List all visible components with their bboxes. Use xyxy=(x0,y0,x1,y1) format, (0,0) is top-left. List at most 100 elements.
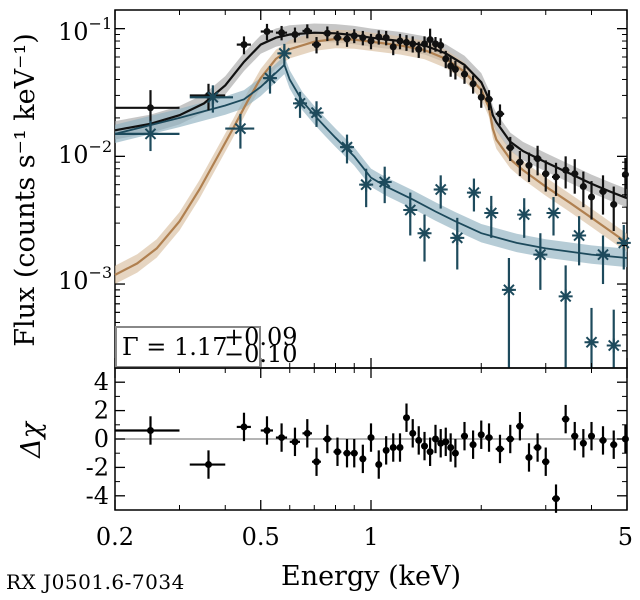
residual-point xyxy=(495,434,505,464)
point-marker xyxy=(303,429,311,437)
point-marker xyxy=(333,34,341,42)
residual-point xyxy=(525,443,533,472)
point-marker xyxy=(359,34,367,42)
data-point xyxy=(616,224,631,270)
residual-axis-ticks xyxy=(114,368,628,510)
point-marker xyxy=(451,449,459,457)
point-marker xyxy=(599,188,607,196)
point-marker xyxy=(389,43,397,51)
point-marker xyxy=(610,441,618,449)
residual-point xyxy=(485,423,493,452)
data-point xyxy=(610,186,618,232)
point-marker xyxy=(382,446,390,454)
point-marker xyxy=(584,335,599,350)
gamma-value: Γ = 1.17 xyxy=(122,333,227,361)
point-marker xyxy=(546,206,561,221)
point-marker xyxy=(263,426,271,434)
point-marker xyxy=(415,45,423,53)
data-point xyxy=(588,181,596,220)
point-marker xyxy=(450,230,465,245)
data-point xyxy=(289,27,301,43)
point-marker xyxy=(343,449,351,457)
point-marker xyxy=(460,70,468,78)
point-marker xyxy=(409,40,417,48)
point-marker xyxy=(447,444,455,452)
point-marker xyxy=(469,80,477,88)
point-marker xyxy=(343,35,351,43)
point-marker xyxy=(579,439,587,447)
point-marker xyxy=(588,193,596,201)
x-tick-label: 0.2 xyxy=(96,523,134,551)
point-marker xyxy=(367,434,375,442)
data-point xyxy=(533,233,548,290)
point-marker xyxy=(421,442,429,450)
data-point xyxy=(275,25,288,41)
point-marker xyxy=(501,282,516,297)
point-marker xyxy=(496,110,504,118)
residual-point xyxy=(115,416,180,445)
point-marker xyxy=(572,228,587,243)
point-marker xyxy=(323,435,331,443)
point-marker xyxy=(402,38,410,46)
data-point xyxy=(333,30,342,46)
data-point xyxy=(579,171,587,208)
residual-points xyxy=(115,403,629,513)
point-marker xyxy=(433,182,448,197)
x-tick-label: 1 xyxy=(363,523,378,551)
data-point xyxy=(501,257,516,368)
data-point xyxy=(506,136,515,161)
data-point xyxy=(551,162,560,196)
data-point xyxy=(546,197,561,236)
residual-point xyxy=(415,426,423,455)
residual-point xyxy=(289,427,301,457)
residual-point xyxy=(302,419,312,448)
point-marker xyxy=(562,166,570,174)
point-marker xyxy=(277,46,292,61)
data-point xyxy=(409,36,417,53)
residual-point xyxy=(571,421,579,451)
point-marker xyxy=(533,247,548,262)
data-point xyxy=(260,23,273,41)
point-marker xyxy=(313,41,321,49)
data-point xyxy=(189,85,234,113)
residual-point xyxy=(359,444,367,474)
gamma-annotation-box xyxy=(115,326,261,368)
residual-panel: 420-2-4 Δχ xyxy=(16,367,629,513)
residual-point xyxy=(442,427,450,457)
data-point xyxy=(311,37,321,54)
point-marker xyxy=(375,461,383,469)
data-point xyxy=(277,43,292,65)
x-axis-label: Energy (keV) xyxy=(281,561,461,592)
data-point xyxy=(402,35,410,51)
gamma-upper-error: +0.09 xyxy=(224,323,298,351)
residual-point xyxy=(343,439,351,468)
data-point xyxy=(377,166,392,204)
residual-point xyxy=(579,429,587,458)
model-curves xyxy=(114,31,628,276)
residual-point xyxy=(189,450,226,479)
residual-y-tick-label: 2 xyxy=(94,397,109,425)
point-marker xyxy=(525,453,533,461)
point-marker xyxy=(552,495,560,503)
residual-point xyxy=(516,412,524,441)
residual-point xyxy=(236,412,251,442)
point-marker xyxy=(552,173,560,181)
data-point xyxy=(484,195,499,238)
point-marker xyxy=(375,33,383,41)
point-marker xyxy=(571,170,579,178)
point-marker xyxy=(263,28,271,36)
data-point xyxy=(415,41,423,58)
point-marker xyxy=(477,431,485,439)
residual-point xyxy=(469,430,477,459)
data-point xyxy=(517,198,532,238)
residual-point xyxy=(323,424,332,454)
residual-point xyxy=(533,433,542,462)
data-point xyxy=(225,113,255,149)
data-point xyxy=(433,175,448,209)
y-tick-label-2: 10−3 xyxy=(58,263,112,295)
point-marker xyxy=(542,170,550,178)
y-tick-label-1: 10−2 xyxy=(58,137,112,169)
point-marker xyxy=(496,445,504,453)
residual-point xyxy=(409,419,417,448)
